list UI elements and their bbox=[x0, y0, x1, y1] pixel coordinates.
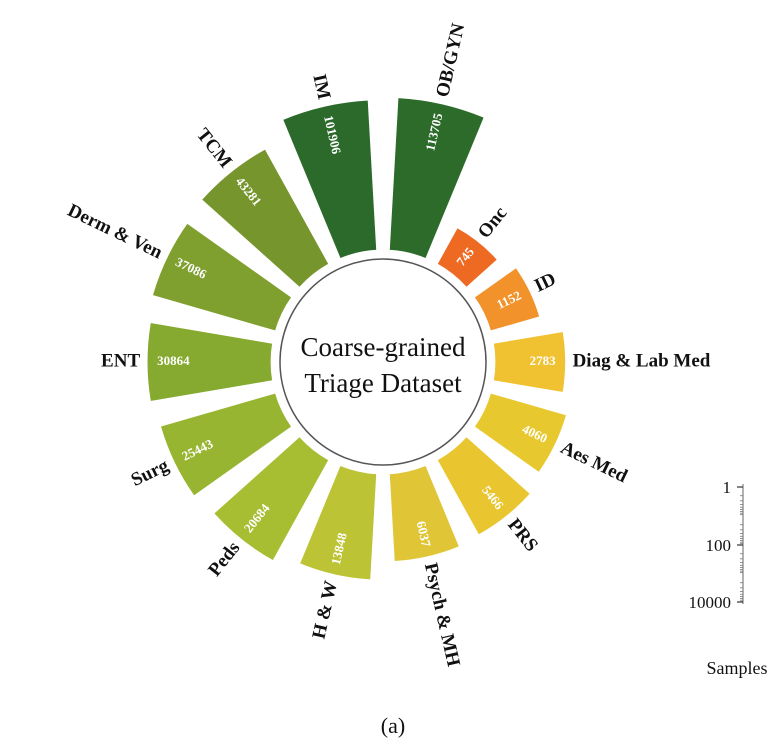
samples-scale: 1 100 10000 Samples bbox=[689, 478, 768, 678]
value-label-psych-mh: 6037 bbox=[414, 520, 435, 549]
bar-prs bbox=[436, 436, 531, 536]
value-label-diag-lab-med: 2783 bbox=[530, 353, 557, 368]
category-label-diag-lab-med: Diag & Lab Med bbox=[573, 350, 711, 371]
category-label-ent: ENT bbox=[101, 350, 140, 371]
value-label-h-w: 13848 bbox=[328, 531, 350, 567]
category-label-ob-gyn: OB/GYN bbox=[432, 21, 469, 99]
value-label-ent: 30864 bbox=[157, 353, 190, 368]
bar-peds bbox=[213, 436, 330, 562]
category-label-prs: PRS bbox=[503, 515, 542, 556]
bar-ob-gyn bbox=[388, 97, 485, 260]
bar-ent bbox=[146, 322, 274, 402]
category-label-derm-ven: Derm & Ven bbox=[64, 200, 166, 264]
center-title-line-1: Coarse-grained bbox=[301, 332, 466, 362]
scale-tick-label-100: 100 bbox=[706, 536, 732, 555]
bar-tcm bbox=[201, 148, 330, 288]
category-label-psych-mh: Psych & MH bbox=[420, 561, 464, 669]
category-label-peds: Peds bbox=[204, 538, 244, 581]
category-label-id: ID bbox=[531, 269, 559, 297]
bar-h-w bbox=[299, 464, 378, 581]
scale-tick-label-10000: 10000 bbox=[689, 593, 732, 612]
category-label-onc: Onc bbox=[474, 203, 511, 243]
bar-derm-ven bbox=[151, 222, 293, 332]
category-label-tcm: TCM bbox=[192, 124, 236, 172]
category-label-aes-med: Aes Med bbox=[557, 437, 631, 487]
category-label-surg: Surg bbox=[128, 455, 173, 491]
bar-im bbox=[282, 99, 378, 260]
category-label-im: IM bbox=[308, 72, 334, 101]
bar-diag-lab-med bbox=[492, 331, 566, 393]
bar-onc bbox=[436, 227, 498, 288]
bar-id bbox=[473, 267, 541, 332]
bar-surg bbox=[160, 392, 293, 497]
category-label-h-w: H & W bbox=[308, 579, 342, 641]
figure-caption: (a) bbox=[381, 713, 405, 738]
center-title-line-2: Triage Dataset bbox=[304, 368, 462, 398]
scale-tick-label-1: 1 bbox=[723, 478, 732, 497]
scale-title: Samples bbox=[707, 658, 768, 678]
bar-psych-mh bbox=[388, 464, 460, 562]
center-circle bbox=[279, 258, 487, 466]
bar-aes-med bbox=[473, 392, 567, 473]
